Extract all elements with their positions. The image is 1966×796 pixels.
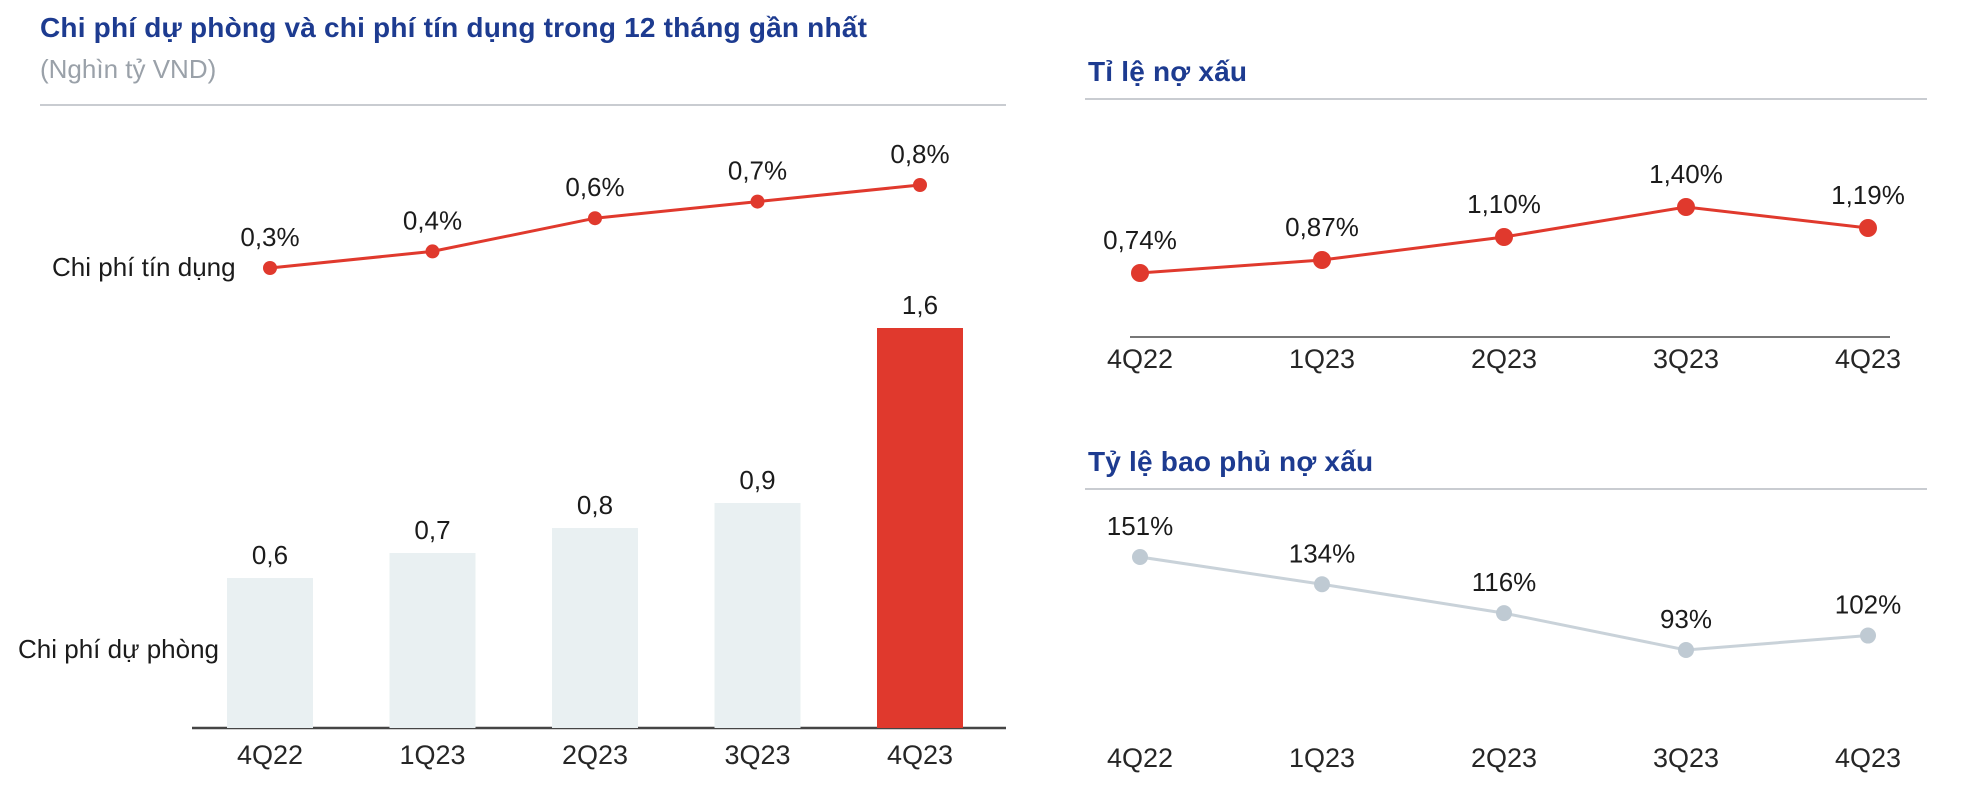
provision-bar-label-4Q23: 1,6	[902, 290, 938, 320]
x-label-3Q23: 3Q23	[1653, 344, 1719, 374]
provision-bar-label-1Q23: 0,7	[414, 515, 450, 545]
npl-ratio-point-2Q23	[1495, 228, 1513, 246]
npl-coverage-chart-title: Tỷ lệ bao phủ nợ xấu	[1088, 446, 1374, 477]
provision-bar-1Q23	[389, 553, 476, 728]
provision-bar-label-4Q22: 0,6	[252, 540, 288, 570]
npl-ratio-chart-title: Tỉ lệ nợ xấu	[1088, 56, 1248, 87]
npl-ratio-label-4Q22: 0,74%	[1103, 225, 1177, 255]
x-label-3Q23: 3Q23	[724, 740, 790, 770]
npl-coverage-ratio-label-2Q23: 116%	[1472, 567, 1537, 597]
provision-series-label: Chi phí dự phòng	[18, 634, 219, 664]
npl-coverage-ratio-point-4Q22	[1132, 549, 1148, 565]
npl-ratio-label-1Q23: 0,87%	[1285, 212, 1359, 242]
credit-cost-point-3Q23	[750, 194, 765, 209]
npl-ratio-point-4Q23	[1859, 219, 1877, 237]
npl-coverage-plot: 151% 134% 116% 93% 102% 4Q22 1Q23 2Q23 3Q23 4Q23	[1107, 511, 1902, 773]
npl-ratio-label-3Q23: 1,40%	[1649, 159, 1723, 189]
credit-cost-point-1Q23	[425, 244, 440, 259]
npl-coverage-ratio-label-1Q23: 134%	[1289, 538, 1356, 568]
npl-ratio-point-1Q23	[1313, 251, 1331, 269]
x-label-1Q23: 1Q23	[1289, 344, 1355, 374]
provision-bar-4Q22	[227, 578, 313, 728]
npl-coverage-ratio-label-4Q22: 151%	[1107, 511, 1174, 541]
npl-ratio-point-4Q22	[1131, 264, 1149, 282]
x-label-2Q23: 2Q23	[562, 740, 628, 770]
x-label-4Q22: 4Q22	[1107, 344, 1173, 374]
npl-coverage-title-divider	[1085, 488, 1927, 490]
provision-credit-title-divider	[40, 104, 1006, 106]
x-label-1Q23: 1Q23	[1289, 743, 1355, 773]
credit-cost-label-1Q23: 0,4%	[403, 205, 462, 235]
credit-cost-label-2Q23: 0,6%	[565, 172, 624, 202]
credit-cost-point-4Q22	[263, 261, 277, 275]
npl-ratio-label-4Q23: 1,19%	[1831, 180, 1905, 210]
provision-credit-plot: 0,6 0,7 0,8 0,9 1,6 0,3% 0,4% 0,6% 0,7% 0,8% 4Q22 1…	[192, 139, 1006, 770]
npl-ratio-point-3Q23	[1677, 198, 1695, 216]
credit-cost-label-4Q23: 0,8%	[890, 139, 949, 169]
provision-bar-label-2Q23: 0,8	[577, 490, 613, 520]
npl-coverage-ratio-point-4Q23	[1860, 627, 1876, 644]
x-label-2Q23: 2Q23	[1471, 344, 1537, 374]
npl-coverage-ratio-point-1Q23	[1314, 576, 1330, 593]
provision-bar-2Q23	[552, 528, 638, 728]
provision-bar-3Q23	[714, 503, 801, 728]
x-label-3Q23: 3Q23	[1653, 743, 1719, 773]
credit-cost-point-4Q23	[913, 178, 927, 192]
x-label-4Q22: 4Q22	[1107, 743, 1173, 773]
provision-credit-chart-unit: (Nghìn tỷ VND)	[40, 54, 217, 84]
x-label-2Q23: 2Q23	[1471, 743, 1537, 773]
npl-coverage-ratio-label-3Q23: 93%	[1660, 604, 1712, 634]
x-label-4Q23: 4Q23	[1835, 743, 1901, 773]
provision-bar-4Q23	[877, 328, 963, 728]
credit-cost-label-3Q23: 0,7%	[728, 156, 787, 186]
npl-coverage-ratio-point-2Q23	[1496, 605, 1512, 622]
credit-cost-point-2Q23	[588, 211, 602, 226]
credit-cost-series-label: Chi phí tín dụng	[52, 252, 236, 282]
x-label-4Q23: 4Q23	[1835, 344, 1901, 374]
x-label-4Q22: 4Q22	[237, 740, 303, 770]
npl-ratio-plot: 0,74% 0,87% 1,10% 1,40% 1,19% 4Q22 1Q23 2Q23 3Q2…	[1103, 159, 1905, 374]
npl-ratio-title-divider	[1085, 98, 1927, 100]
x-label-4Q23: 4Q23	[887, 740, 953, 770]
credit-cost-label-4Q22: 0,3%	[240, 222, 299, 252]
npl-coverage-ratio-label-4Q23: 102%	[1835, 590, 1902, 620]
npl-ratio-label-2Q23: 1,10%	[1467, 189, 1541, 219]
provision-credit-chart-title: Chi phí dự phòng và chi phí tín dụng tro…	[40, 12, 868, 43]
npl-coverage-ratio-point-3Q23	[1678, 641, 1694, 658]
provision-bar-label-3Q23: 0,9	[739, 465, 775, 495]
x-label-1Q23: 1Q23	[399, 740, 465, 770]
